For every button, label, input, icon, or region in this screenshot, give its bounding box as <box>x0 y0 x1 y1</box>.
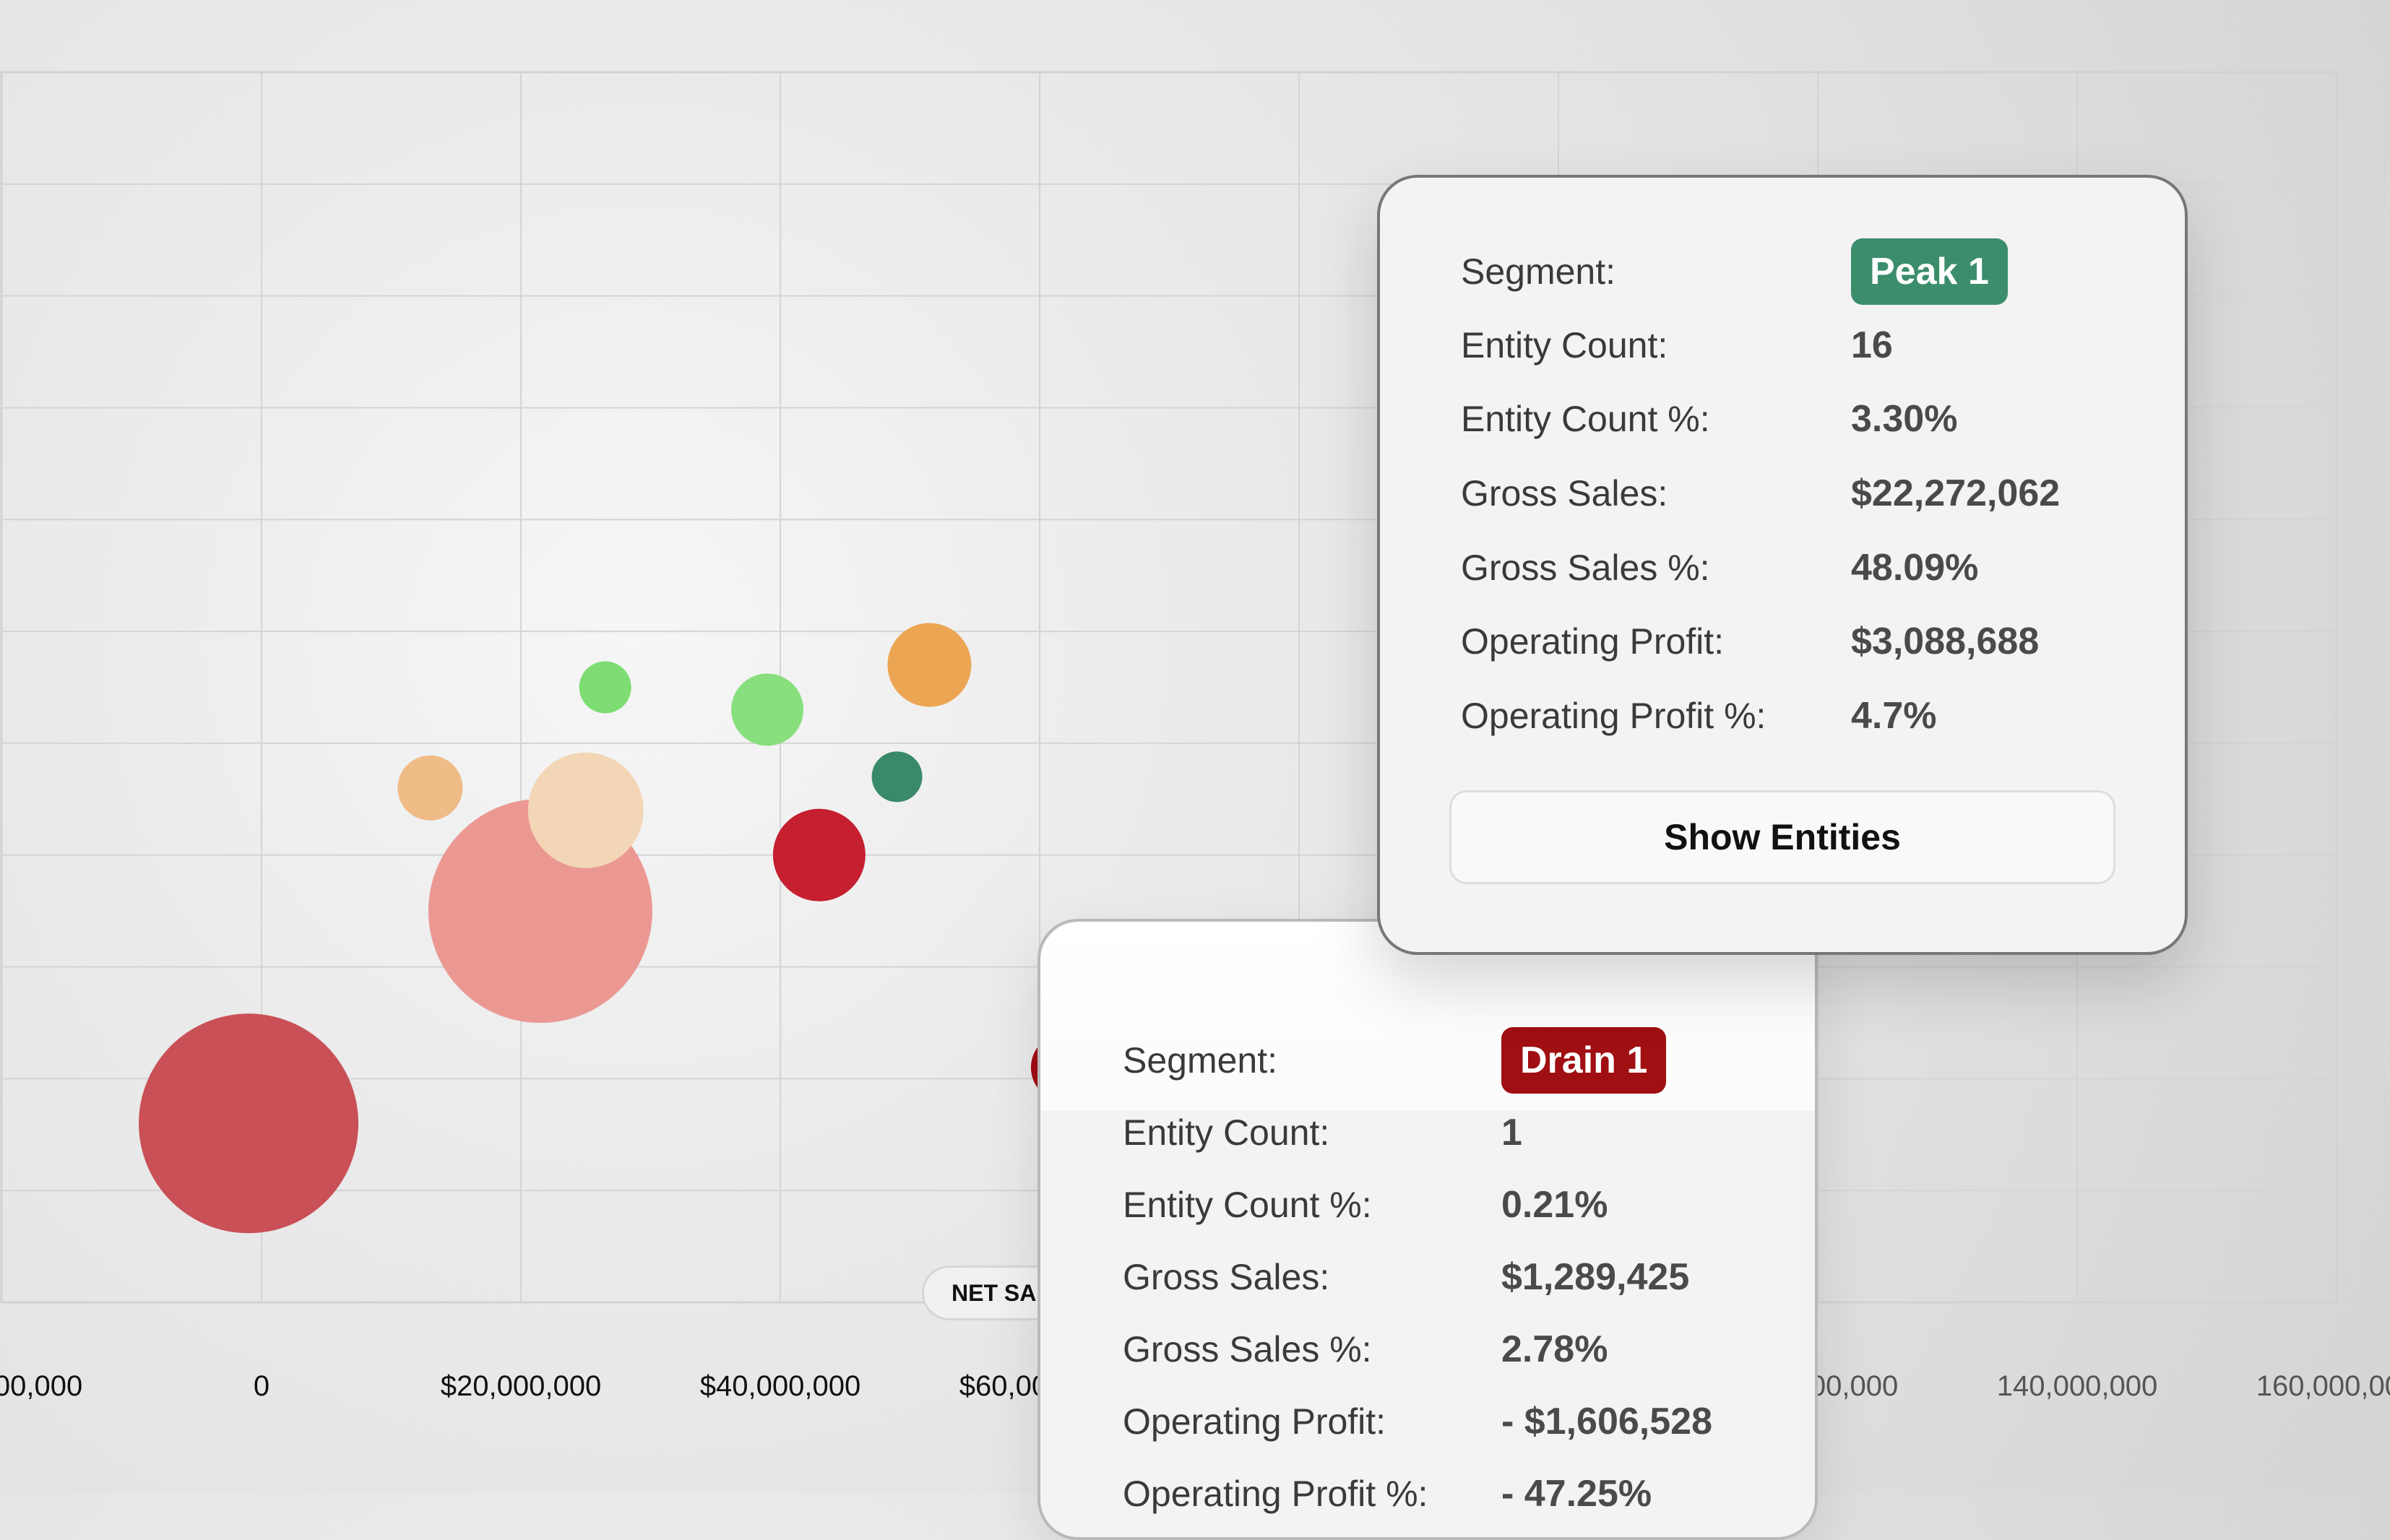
row-label: Gross Sales: <box>1461 473 1668 514</box>
row-value: 16 <box>1851 324 1893 366</box>
row-value: 0.21% <box>1501 1184 1608 1226</box>
show-entities-button[interactable]: Show Entities <box>1449 790 2115 884</box>
x-tick-label: 140,000,000 <box>1997 1370 2157 1402</box>
x-tick-label: $20,000,000 <box>0 1370 82 1402</box>
segment-badge: Drain 1 <box>1501 1027 1667 1094</box>
drain-segment-tooltip: Segment: Drain 1 Entity Count: 1 Entity … <box>1037 919 1818 1540</box>
tooltip-row-gross-sales: Gross Sales: $22,272,062 <box>1380 457 2185 529</box>
tooltip-row-gross-sales: Gross Sales: $1,289,425 <box>1040 1241 1815 1313</box>
bubble-point-4[interactable] <box>397 755 463 821</box>
tooltip-row-entity-count-pct: Entity Count %: 0.21% <box>1040 1169 1815 1241</box>
row-value: 4.7% <box>1851 695 1937 737</box>
row-value: 48.09% <box>1851 547 1979 589</box>
row-value: 1 <box>1501 1112 1522 1154</box>
row-label: Entity Count %: <box>1461 399 1710 439</box>
peak-segment-tooltip: Segment: Peak 1 Entity Count: 16 Entity … <box>1377 175 2188 955</box>
row-value: $1,289,425 <box>1501 1256 1690 1298</box>
row-label: Operating Profit %: <box>1461 696 1766 736</box>
bubble-point-8[interactable] <box>871 751 923 803</box>
row-label: Operating Profit: <box>1461 621 1725 662</box>
row-value: $22,272,062 <box>1851 472 2061 514</box>
row-label: Gross Sales %: <box>1123 1329 1372 1370</box>
x-tick-label: $40,000,000 <box>700 1370 860 1402</box>
tooltip-row-entity-count: Entity Count: 16 <box>1380 309 2185 381</box>
tooltip-row-operating-profit-pct: Operating Profit %: 4.7% <box>1380 680 2185 752</box>
chart-bubbles <box>139 623 1100 1234</box>
tooltip-row-operating-profit-pct: Operating Profit %: - 47.25% <box>1040 1458 1815 1530</box>
tooltip-row-segment: Segment: Peak 1 <box>1380 235 2185 308</box>
bubble-point-7[interactable] <box>887 623 972 707</box>
row-label: Entity Count: <box>1123 1112 1330 1153</box>
bubble-point-3[interactable] <box>527 752 644 868</box>
segment-badge: Peak 1 <box>1851 238 2008 305</box>
tooltip-row-entity-count-pct: Entity Count %: 3.30% <box>1380 383 2185 455</box>
row-label: Entity Count %: <box>1123 1185 1372 1225</box>
bubble-point-5[interactable] <box>579 661 631 714</box>
tooltip-row-operating-profit: Operating Profit: $3,088,688 <box>1380 605 2185 678</box>
bubble-point-9[interactable] <box>772 808 866 901</box>
row-label: Gross Sales %: <box>1461 548 1710 588</box>
row-value: 2.78% <box>1501 1328 1608 1370</box>
row-value: $3,088,688 <box>1851 620 2040 662</box>
bubble-point-1[interactable] <box>139 1013 359 1234</box>
tooltip-row-gross-sales-pct: Gross Sales %: 48.09% <box>1380 532 2185 604</box>
row-label: Segment: <box>1123 1040 1278 1081</box>
x-tick-label: $20,000,000 <box>441 1370 601 1402</box>
row-label: Operating Profit: <box>1123 1401 1386 1442</box>
row-label: Operating Profit %: <box>1123 1474 1428 1514</box>
x-tick-label: 0 <box>254 1370 269 1402</box>
tooltip-row-segment: Segment: Drain 1 <box>1040 1024 1815 1096</box>
x-tick-label: 160,000,000 <box>2256 1370 2390 1402</box>
tooltip-row-gross-sales-pct: Gross Sales %: 2.78% <box>1040 1313 1815 1385</box>
bubble-point-6[interactable] <box>731 673 804 746</box>
tooltip-row-entity-count: Entity Count: 1 <box>1040 1096 1815 1169</box>
row-label: Segment: <box>1461 251 1616 292</box>
row-value: 3.30% <box>1851 398 1958 440</box>
row-value: - $1,606,528 <box>1501 1401 1713 1442</box>
row-value: - 47.25% <box>1501 1473 1652 1515</box>
tooltip-row-operating-profit: Operating Profit: - $1,606,528 <box>1040 1385 1815 1458</box>
row-label: Entity Count: <box>1461 325 1668 365</box>
row-label: Gross Sales: <box>1123 1257 1330 1297</box>
